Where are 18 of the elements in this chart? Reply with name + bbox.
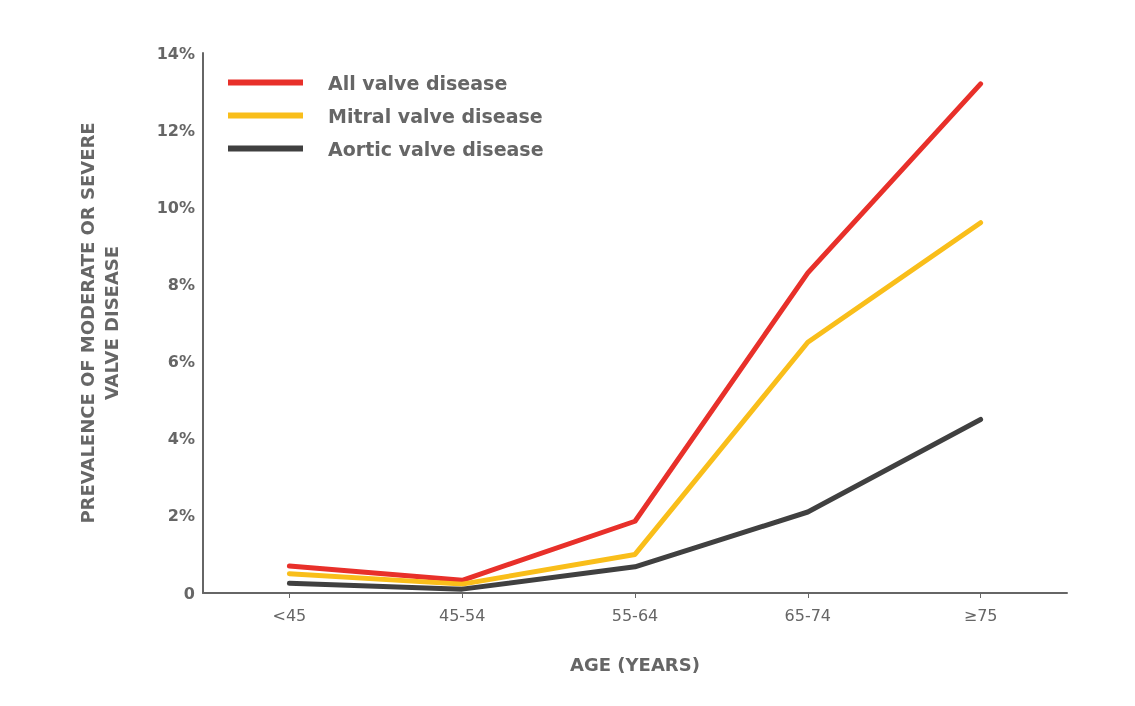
y-tick-label: 10% bbox=[156, 197, 195, 217]
legend-label: Mitral valve disease bbox=[328, 104, 543, 127]
x-tick-label: 55-64 bbox=[611, 605, 659, 625]
legend-label: All valve disease bbox=[328, 71, 508, 94]
y-tick-label: 14% bbox=[156, 43, 195, 63]
x-tick-label: ≥75 bbox=[963, 605, 998, 625]
y-tick-label: 6% bbox=[167, 352, 195, 372]
x-axis-title: AGE (YEARS) bbox=[570, 653, 700, 675]
y-tick-label: 2% bbox=[167, 506, 195, 526]
x-tick-label: 65-74 bbox=[784, 605, 832, 625]
y-tick-label: 12% bbox=[156, 120, 195, 140]
y-tick-label: 0 bbox=[183, 583, 195, 603]
x-tick-label: <45 bbox=[272, 605, 307, 625]
y-tick-label: 8% bbox=[167, 274, 195, 294]
x-tick-label: 45-54 bbox=[438, 605, 486, 625]
y-axis-title: PREVALENCE OF MODERATE OR SEVERE VALVE DISEASE bbox=[76, 122, 122, 524]
legend-label: Aortic valve disease bbox=[328, 137, 544, 160]
y-tick-label: 4% bbox=[167, 429, 195, 449]
